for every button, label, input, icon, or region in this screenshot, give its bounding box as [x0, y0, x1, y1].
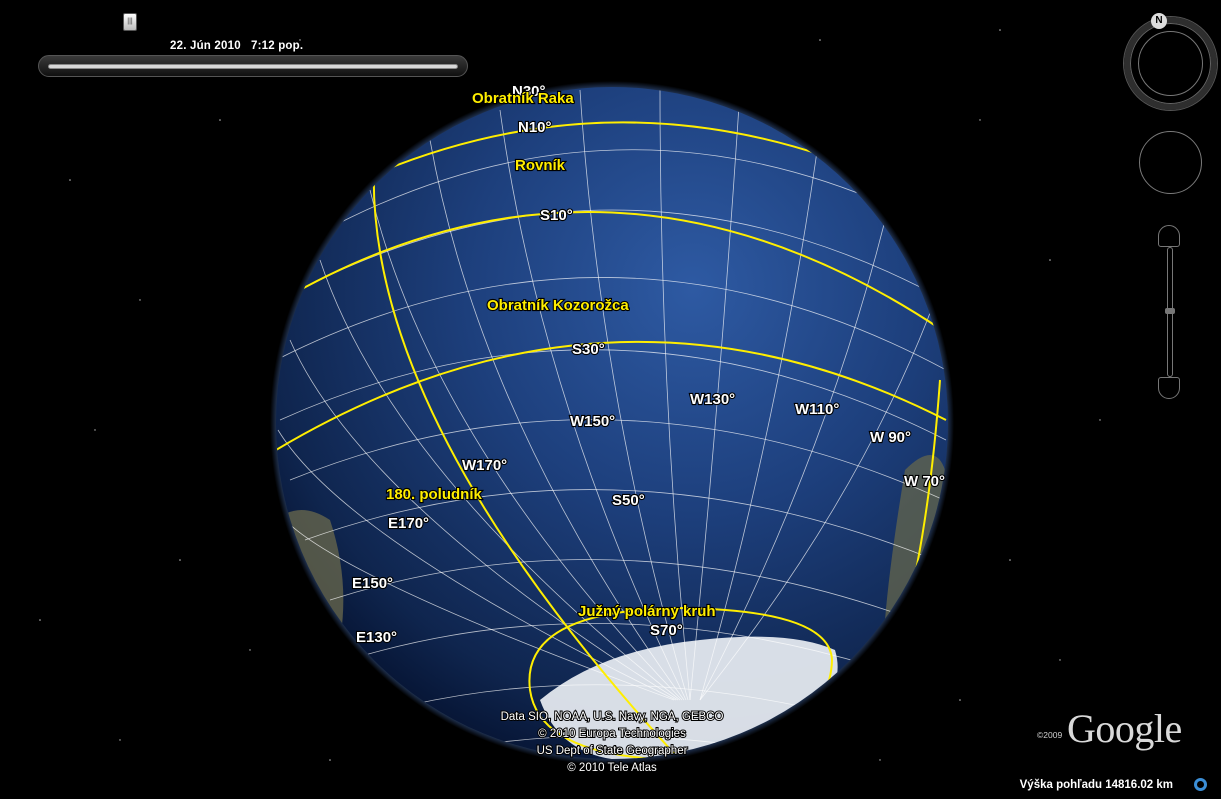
- credit-line: © 2010 Tele Atlas: [567, 762, 657, 774]
- label-meridian-180: 180. poludník: [386, 486, 483, 503]
- label-w90: W 90°: [870, 429, 911, 446]
- label-s70: S70°: [650, 622, 683, 639]
- time-slider[interactable]: [38, 55, 468, 77]
- credit-line: © 2010 Europa Technologies: [538, 728, 686, 740]
- label-e170: E170°: [388, 515, 429, 532]
- zoom-slider-thumb[interactable]: [1165, 308, 1175, 314]
- grid-labels: N30° N10° S10° S30° S50° S70° W 70° W 90…: [351, 82, 946, 647]
- time-slider-thumb[interactable]: |||: [123, 13, 137, 31]
- north-up-button[interactable]: N: [1151, 13, 1167, 29]
- label-s30: S30°: [572, 341, 605, 358]
- google-logo: Google: [1067, 706, 1182, 751]
- label-w170: W170°: [462, 457, 507, 474]
- look-around-control[interactable]: [1138, 31, 1203, 96]
- label-s10: S10°: [540, 207, 573, 224]
- line-labels: Obratník Raka Rovník Obratník Kozorožca …: [385, 89, 717, 621]
- graticule: [276, 87, 947, 751]
- label-n10: N10°: [518, 119, 552, 136]
- label-w110: W110°: [795, 401, 839, 418]
- zoom-out-button[interactable]: [1158, 377, 1180, 399]
- label-tropic-cancer: Obratník Raka: [472, 90, 574, 107]
- label-n30: N30°: [512, 83, 546, 100]
- label-equator: Rovník: [515, 157, 566, 174]
- time-slider-date: 22. Jún 2010 7:12 pop.: [170, 40, 304, 52]
- label-tropic-capricorn: Obratník Kozorožca: [487, 297, 629, 314]
- move-joystick[interactable]: [1139, 131, 1202, 194]
- label-s50: S50°: [612, 492, 645, 509]
- label-antarctic-circle: Južný polárny kruh: [578, 603, 716, 620]
- time-slider-track[interactable]: [48, 64, 458, 69]
- compass-ring[interactable]: [1124, 17, 1217, 110]
- meridian-180-line: [372, 109, 681, 759]
- label-w130: W130°: [690, 391, 735, 408]
- credit-line: Data SIO, NOAA, U.S. Navy, NGA, GEBCO: [501, 711, 724, 723]
- logo-year: ©2009: [1037, 730, 1063, 740]
- label-w70: W 70°: [904, 473, 945, 490]
- antarctic-circle-line: [528, 606, 834, 759]
- streaming-status-icon: [1194, 778, 1207, 791]
- status-bar: Výška pohľadu 14816.02 km: [0, 774, 1221, 794]
- data-credits: Data SIO, NOAA, U.S. Navy, NGA, GEBCO © …: [500, 710, 725, 775]
- credit-line: US Dept of State Geographer: [537, 745, 688, 757]
- equator-line: [281, 210, 943, 331]
- label-w150: W150°: [570, 413, 615, 430]
- label-e150: E150°: [352, 575, 393, 592]
- label-e130: E130°: [356, 629, 397, 646]
- eye-altitude-readout: Výška pohľadu 14816.02 km: [1019, 779, 1173, 791]
- zoom-in-button[interactable]: [1158, 225, 1180, 247]
- zoom-slider[interactable]: [1157, 225, 1183, 400]
- tropic-of-capricorn-line: [276, 340, 947, 451]
- star-field: [39, 29, 1101, 761]
